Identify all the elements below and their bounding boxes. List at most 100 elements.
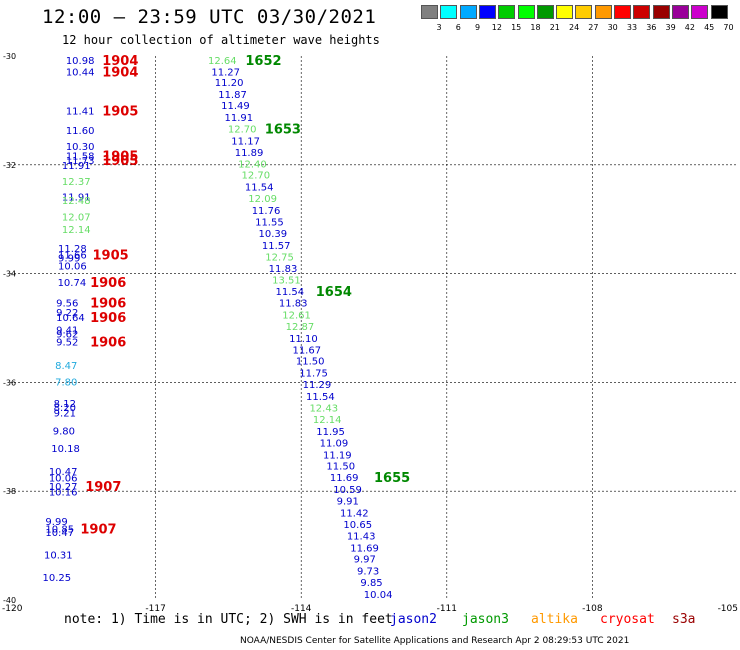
wave-height-label: 10.98 [66,56,95,67]
pass-time-label: 1906 [90,311,126,326]
colorbar-label: 3 [436,23,442,32]
wave-height-label: 11.83 [279,299,308,310]
wave-height-label: 11.89 [235,148,264,159]
wave-height-label: 9.73 [357,567,379,578]
pass-time-label: 1907 [85,480,121,495]
wave-height-label: 12.75 [265,252,294,263]
wave-height-label: 9.56 [56,299,78,310]
colorbar-swatch [517,5,535,19]
wave-height-label: 11.95 [316,427,345,438]
colorbar-swatch [691,5,709,19]
pass-time-label: 1904 [102,65,138,80]
wave-height-label: 12.48 [62,196,91,207]
x-tick-label: -105 [718,604,738,614]
wave-height-label: 10.39 [258,229,287,240]
wave-height-label: 10.16 [49,487,78,498]
wave-height-label: 10.18 [51,444,80,455]
wave-height-label: 12.70 [228,124,257,135]
wave-height-label: 12.61 [282,310,311,321]
colorbar-label: 12 [491,23,502,32]
wave-height-label: 11.49 [221,101,250,112]
page-subtitle: 12 hour collection of altimeter wave hei… [62,33,380,47]
wave-height-label: 10.47 [49,467,78,478]
wave-height-label: 11.76 [252,206,281,217]
y-tick-label: -32 [3,161,16,170]
pass-time-label: 1905 [93,249,129,264]
wave-height-label: 9.52 [56,338,78,349]
y-tick-label: -40 [3,596,16,605]
colorbar-swatch [633,5,651,19]
wave-height-label: 11.91 [62,192,91,203]
wave-height-label: 11.19 [323,450,352,461]
wave-height-label: 10.74 [58,278,87,289]
wave-height-label: 11.54 [306,392,335,403]
wave-height-label: 12.07 [62,213,91,224]
colorbar-swatch [652,5,670,19]
wave-height-label: 11.58 [66,152,95,163]
colorbar-label: 6 [455,23,461,32]
wave-height-label: 10.25 [43,573,72,584]
wave-height-label: 11.67 [292,345,321,356]
colorbar-label: 15 [511,23,522,32]
wave-height-label: 11.20 [215,78,244,89]
data-labels: 10.9810.4411.4111.6010.3011.5811.7311.91… [43,56,393,601]
wave-height-label: 11.09 [320,438,349,449]
wave-height-label: 8.47 [55,361,77,372]
footer-note: note: 1) Time is in UTC; 2) SWH is in fe… [64,612,393,627]
colorbar-label: 30 [607,23,618,32]
wave-height-label: 12.14 [313,415,342,426]
wave-height-label: 11.17 [231,136,260,147]
wave-height-label: 12.37 [62,177,91,188]
colorbar-swatch [440,5,458,19]
wave-height-label: 12.43 [309,404,338,415]
wave-height-label: 11.91 [62,161,91,172]
pass-time-label: 1905 [102,104,138,119]
wave-height-label: 11.27 [211,67,240,78]
wave-height-label: 9.80 [53,426,75,437]
x-tick-label: -114 [291,604,312,614]
wave-height-label: 9.62 [56,330,78,341]
colorbar-label: 21 [549,23,560,32]
wave-height-label: 10.47 [45,528,74,539]
x-tick-label: -117 [145,604,165,614]
y-tick-label: -30 [3,52,16,61]
wave-height-label: 11.28 [58,244,87,255]
wave-height-label: 11.69 [330,473,359,484]
wave-height-label: 11.75 [299,369,328,380]
wave-height-label: 7.80 [55,377,77,388]
wave-height-label: 10.30 [66,142,95,153]
colorbar-label: 36 [646,23,657,32]
wave-height-label: 9.22 [56,308,78,319]
y-tick-label: -34 [3,270,16,279]
pass-time-label: 1906 [90,336,126,351]
wave-height-label: 11.91 [225,113,254,124]
colorbar-swatch [614,5,631,19]
wave-height-label: 10.65 [343,520,372,531]
colorbar-swatch [459,5,477,19]
wave-height-label: 10.31 [44,550,73,561]
wave-height-label: 10.27 [49,482,78,493]
y-tick-label: -36 [3,378,16,387]
colorbar-label: 70 [723,23,734,32]
sat-legend-cryosat: cryosat [600,612,655,627]
wave-height-label: 11.73 [66,156,95,167]
page-title: 12:00 – 23:59 UTC 03/30/2021 [42,6,377,28]
axis-tick-labels: -120 -117 -114 -111 -108 -105 -30 -32 -34 -36 -38 -… [2,52,738,614]
wave-height-label: 10.59 [333,485,362,496]
colorbar-swatch [421,5,438,19]
wave-height-label: 10.06 [58,262,87,273]
y-tick-label: -38 [3,487,16,496]
wave-height-label: 12.87 [286,322,315,333]
colorbar-label: 27 [588,23,599,32]
wave-height-label: 11.83 [269,264,298,275]
wave-height-label: 11.54 [275,287,304,298]
wave-height-label: 12.70 [242,171,271,182]
colorbar-swatch [498,5,516,19]
wave-height-label: 10.06 [49,474,78,485]
pass-time-label: 1652 [245,54,281,69]
wave-height-label: 12.40 [238,159,267,170]
sat-legend-s3a: s3a [672,612,696,627]
wave-height-label: 9.85 [360,578,382,589]
colorbar-label: 24 [569,23,580,32]
